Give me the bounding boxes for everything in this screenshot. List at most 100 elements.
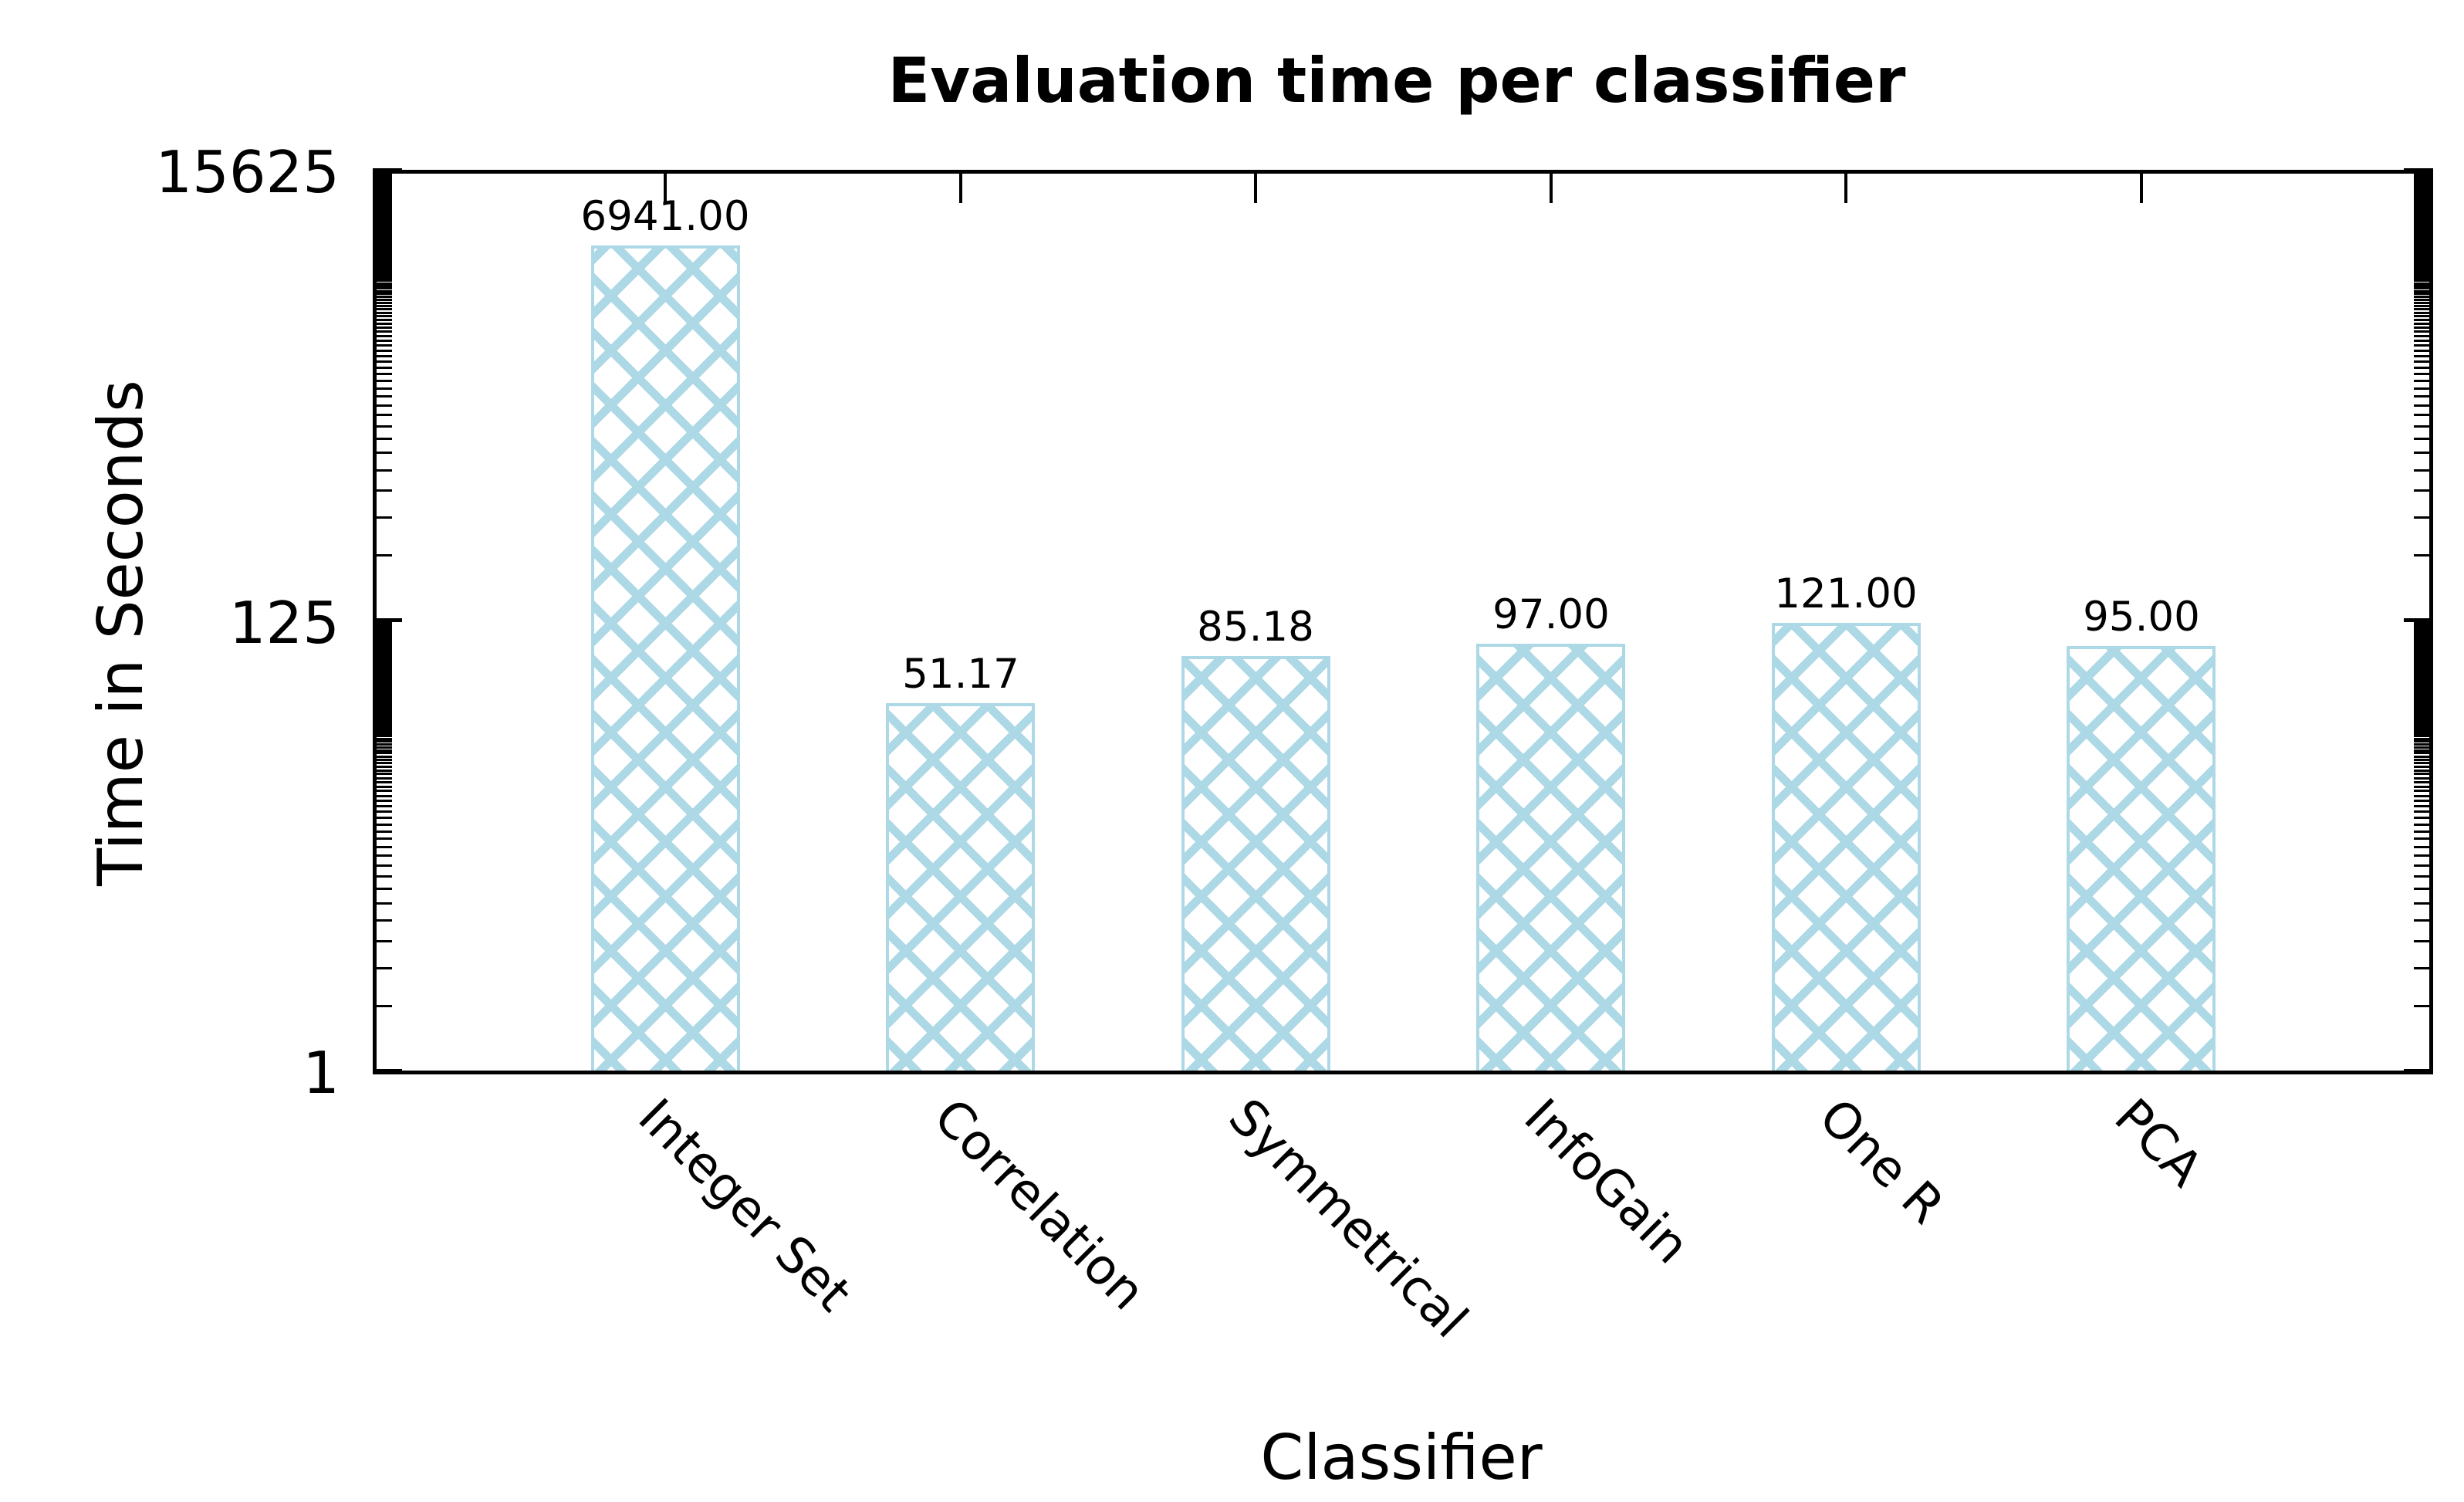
y-axis-minor-tick [2414,686,2429,688]
x-axis-top-tick [1550,174,1553,203]
y-axis-minor-tick [2414,667,2429,669]
y-axis-minor-tick [2414,344,2429,347]
y-axis-minor-tick [2414,786,2429,788]
y-axis-minor-tick [2414,692,2429,695]
y-axis-minor-tick [2414,215,2429,218]
y-axis-minor-tick [377,743,392,746]
y-axis-minor-tick [377,632,392,634]
y-axis-minor-tick [377,728,392,730]
y-axis-minor-tick [2414,452,2429,454]
bar [1181,656,1330,1071]
y-axis-minor-tick [377,790,392,792]
y-axis-minor-tick [377,268,392,270]
y-axis-minor-tick [2414,315,2429,317]
category-label: One R [1807,1088,1955,1236]
y-axis-minor-tick [2414,290,2429,293]
y-axis-minor-tick [377,688,392,690]
y-axis-minor-tick [377,1005,392,1007]
x-axis-title: Classifier [1260,1422,1543,1494]
y-axis-minor-tick [2414,653,2429,655]
y-axis-minor-tick [2414,661,2429,663]
y-axis-minor-tick [2414,738,2429,740]
y-axis-minor-tick [2414,732,2429,735]
y-axis-minor-tick [2414,671,2429,673]
y-axis-minor-tick [377,643,392,645]
y-axis-minor-tick [377,830,392,833]
y-axis-minor-tick [377,689,392,692]
y-axis-minor-tick [2414,414,2429,416]
y-axis-minor-tick [377,723,392,726]
y-axis-minor-tick [2414,706,2429,709]
y-axis-minor-tick [2414,438,2429,440]
y-axis-minor-tick [2414,688,2429,690]
y-axis-minor-tick [2414,250,2429,252]
y-axis-minor-tick [377,452,392,454]
y-axis-minor-tick [377,967,392,969]
y-axis-minor-tick [377,691,392,693]
y-axis-minor-tick [377,697,392,699]
y-axis-minor-tick [377,287,392,289]
y-axis-minor-tick [377,340,392,342]
y-axis-minor-tick [377,709,392,711]
y-tick-label: 1 [303,1039,340,1107]
y-axis-minor-tick [377,732,392,735]
y-axis-minor-tick [2414,902,2429,905]
y-axis-minor-tick [377,367,392,369]
y-axis-minor-tick [377,232,392,235]
y-axis-minor-tick [2414,726,2429,728]
y-axis-minor-tick [377,781,392,783]
y-axis-minor-tick [377,714,392,716]
y-axis-minor-tick [2414,773,2429,775]
y-axis-minor-tick [377,355,392,357]
y-axis-minor-tick [377,299,392,301]
y-axis-minor-tick [377,554,392,556]
y-axis-minor-tick [2414,752,2429,754]
y-axis-minor-tick [377,395,392,397]
y-axis-minor-tick [2414,762,2429,764]
y-axis-minor-tick [2414,770,2429,772]
y-axis-minor-tick [377,258,392,260]
y-axis-minor-tick [377,209,392,211]
y-axis-minor-tick [2414,790,2429,792]
y-axis-minor-tick [377,335,392,337]
y-axis-minor-tick [2414,425,2429,428]
y-axis-minor-tick [2414,195,2429,197]
y-axis-minor-tick [377,469,392,472]
y-axis-minor-tick [377,195,392,197]
y-axis-minor-tick [377,404,392,407]
y-axis-minor-tick [2414,211,2429,214]
y-axis-minor-tick [2414,675,2429,677]
y-axis-minor-tick [2414,387,2429,390]
y-axis-minor-tick [377,266,392,269]
y-axis-minor-tick [2414,287,2429,289]
bar-value-label: 121.00 [1774,570,1918,617]
y-axis-minor-tick [2414,967,2429,969]
y-axis-minor-tick [377,245,392,248]
y-axis-minor-tick [377,740,392,743]
y-axis-minor-tick [2414,695,2429,698]
y-axis-minor-tick [377,817,392,819]
y-axis-minor-tick [2414,665,2429,667]
y-axis-minor-tick [377,680,392,682]
y-axis-minor-tick [377,238,392,241]
y-axis-minor-tick [377,279,392,282]
y-axis-minor-tick [377,262,392,264]
y-axis-minor-tick [377,710,392,712]
y-axis-minor-tick [2414,683,2429,685]
y-axis-minor-tick [2414,663,2429,665]
y-axis-minor-tick [2414,323,2429,325]
y-axis-minor-tick [2414,647,2429,649]
x-axis-top-tick [664,174,667,203]
y-axis-minor-tick [2414,810,2429,813]
y-axis-minor-tick [377,735,392,737]
y-axis-minor-tick [2414,728,2429,730]
y-axis-minor-tick [377,678,392,681]
y-axis-minor-tick [377,235,392,238]
y-axis-minor-tick [2414,330,2429,333]
x-axis-top-tick [959,174,962,203]
y-axis-minor-tick [377,726,392,728]
y-axis-minor-tick [2414,824,2429,826]
y-axis-minor-tick [2414,220,2429,222]
y-axis-minor-tick [2414,714,2429,716]
y-axis-minor-tick [377,658,392,661]
